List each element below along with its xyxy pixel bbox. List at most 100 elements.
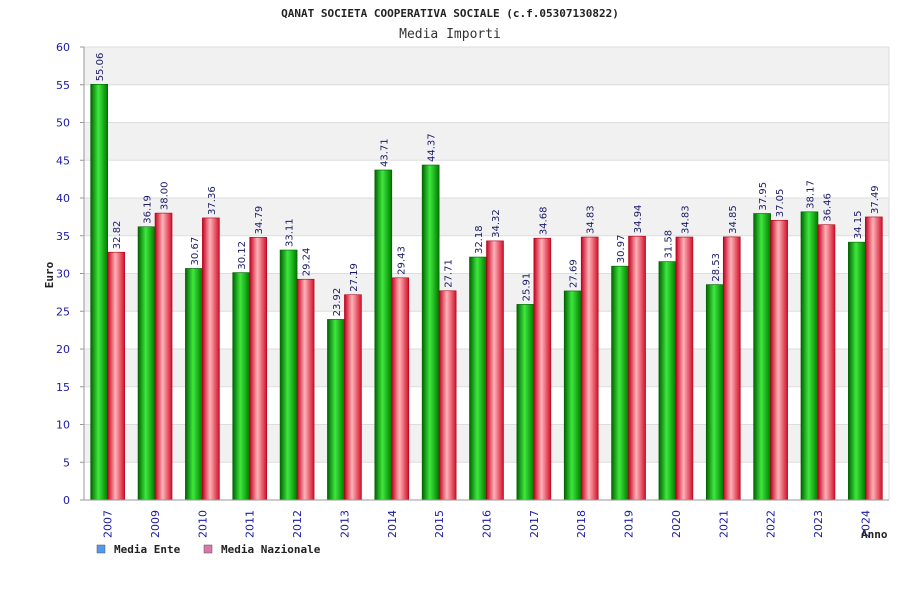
legend-swatch-ente — [96, 544, 106, 554]
bar-media-ente — [800, 211, 819, 501]
data-label: 29.43 — [396, 246, 407, 275]
x-tick-label: 2016 — [481, 510, 494, 538]
data-label: 27.71 — [444, 259, 455, 288]
bar-media-nazionale — [249, 237, 268, 501]
bar-media-ente — [611, 265, 629, 501]
bar-media-nazionale — [722, 236, 741, 501]
data-label: 27.69 — [569, 259, 580, 288]
bar-media-nazionale — [533, 237, 552, 501]
chart-title: QANAT SOCIETA COOPERATIVA SOCIALE (c.f.0… — [281, 7, 619, 20]
bar-media-nazionale — [438, 290, 457, 501]
data-label: 44.37 — [427, 133, 438, 162]
data-label: 34.79 — [254, 206, 265, 235]
bar-media-ente — [705, 284, 724, 501]
y-tick-label: 60 — [56, 41, 70, 54]
y-tick-label: 5 — [63, 456, 70, 469]
data-label: 33.11 — [285, 218, 296, 247]
y-tick-label: 15 — [56, 381, 70, 394]
bar-media-ente — [232, 272, 251, 501]
bar-media-ente — [563, 290, 582, 501]
x-tick-label: 2007 — [102, 510, 115, 538]
x-tick-label: 2014 — [386, 510, 399, 538]
chart-subtitle: Media Importi — [399, 27, 501, 42]
y-tick-label: 30 — [56, 268, 70, 281]
bar-media-ente — [658, 261, 677, 501]
bar-media-nazionale — [154, 212, 173, 501]
data-label: 34.32 — [491, 209, 502, 238]
bar-media-nazionale — [344, 294, 362, 501]
bar-media-ente — [327, 319, 345, 501]
data-label: 30.97 — [616, 235, 627, 264]
legend-swatch-nazionale — [203, 544, 213, 554]
x-tick-label: 2021 — [717, 510, 730, 538]
y-tick-label: 0 — [63, 494, 70, 507]
bar-media-nazionale — [580, 236, 599, 501]
data-label: 37.05 — [775, 189, 786, 218]
x-tick-label: 2018 — [575, 510, 588, 538]
x-tick-label: 2013 — [338, 510, 351, 538]
data-label: 34.83 — [586, 205, 597, 234]
data-label: 28.53 — [711, 253, 722, 282]
bar-media-nazionale — [675, 236, 694, 501]
data-label: 32.82 — [112, 221, 123, 250]
y-tick-label: 35 — [56, 230, 70, 243]
legend-label-ente: Media Ente — [114, 543, 181, 556]
bar-media-nazionale — [107, 251, 125, 501]
x-tick-label: 2012 — [291, 510, 304, 538]
bar-media-ente — [753, 213, 771, 501]
legend: Media Ente Media Nazionale — [96, 543, 321, 556]
data-label: 36.46 — [822, 193, 833, 222]
y-tick-label: 50 — [56, 117, 70, 130]
data-label: 27.19 — [349, 263, 360, 292]
data-label: 37.49 — [870, 185, 881, 214]
bar-media-ente — [90, 83, 108, 501]
x-axis-label: Anno — [861, 528, 888, 541]
bar-media-nazionale — [202, 217, 220, 501]
x-tick-label: 2011 — [244, 510, 257, 538]
data-label: 34.68 — [538, 207, 549, 236]
y-tick-label: 20 — [56, 343, 70, 356]
data-label: 43.71 — [379, 138, 390, 167]
data-label: 34.83 — [680, 205, 691, 234]
bar-media-nazionale — [817, 224, 836, 501]
y-tick-label: 55 — [56, 79, 70, 92]
grid-band — [84, 122, 889, 161]
y-tick-label: 25 — [56, 305, 70, 318]
bar-media-nazionale — [628, 235, 646, 501]
data-label: 36.19 — [143, 195, 154, 224]
y-tick-label: 45 — [56, 154, 70, 167]
x-tick-label: 2020 — [670, 510, 683, 538]
bar-media-ente — [374, 169, 393, 501]
bar-media-nazionale — [770, 219, 788, 501]
data-label: 37.36 — [207, 186, 218, 215]
x-tick-label: 2023 — [812, 510, 825, 538]
grid-band — [84, 47, 889, 85]
bar-media-ente — [279, 249, 298, 501]
data-label: 37.95 — [758, 182, 769, 211]
data-label: 30.67 — [190, 237, 201, 266]
data-label: 25.91 — [521, 273, 532, 302]
data-label: 34.94 — [633, 205, 644, 234]
data-label: 34.15 — [853, 211, 864, 240]
bar-media-nazionale — [486, 240, 504, 501]
bar-media-ente — [421, 164, 440, 501]
data-label: 38.00 — [160, 181, 171, 210]
bar-media-ente — [469, 256, 487, 501]
x-axis-ticks: 2007 2009 2010 2011 2012 2013 2014 2015 2016 2017… — [102, 510, 873, 538]
y-axis-label: Euro — [43, 261, 56, 288]
data-label: 55.06 — [95, 53, 106, 82]
bar-media-ente — [137, 226, 156, 501]
bar-media-nazionale — [865, 216, 883, 501]
data-label: 29.24 — [302, 248, 313, 277]
x-tick-label: 2010 — [196, 510, 209, 538]
data-label: 34.85 — [728, 205, 739, 234]
data-label: 31.58 — [663, 230, 674, 259]
data-label: 23.92 — [332, 288, 343, 317]
bar-media-nazionale — [391, 277, 410, 501]
bar-media-ente — [848, 241, 866, 501]
bar-media-nazionale — [296, 278, 315, 501]
x-tick-label: 2019 — [623, 510, 636, 538]
data-label: 38.17 — [805, 180, 816, 209]
data-label: 30.12 — [237, 241, 248, 270]
x-tick-label: 2022 — [765, 510, 778, 538]
